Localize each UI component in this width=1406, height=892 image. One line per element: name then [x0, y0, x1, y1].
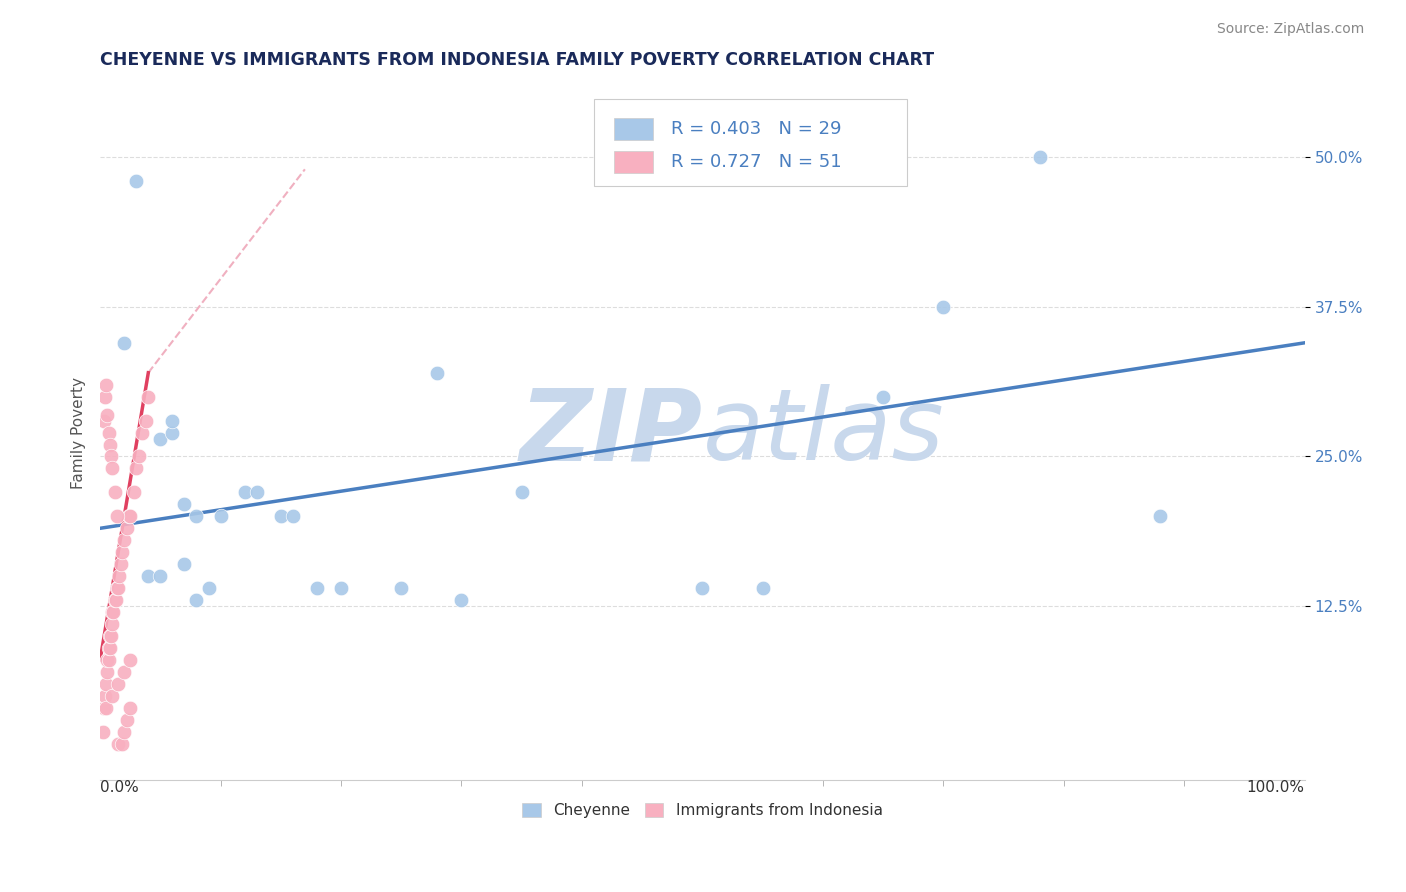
Point [173, 558, 195, 572]
Point [246, 485, 269, 500]
Point [100, 629, 122, 643]
Point [149, 432, 172, 446]
Point [450, 593, 472, 607]
Point [136, 390, 159, 404]
Point [94, 701, 117, 715]
Point [872, 390, 894, 404]
Point [94, 677, 117, 691]
Point [112, 724, 135, 739]
Point [1149, 509, 1171, 524]
Point [107, 581, 129, 595]
Text: 0.0%: 0.0% [100, 780, 139, 795]
Point [115, 713, 138, 727]
Point [115, 521, 138, 535]
Point [101, 461, 124, 475]
Point [281, 509, 304, 524]
Point [209, 509, 232, 524]
Legend: Cheyenne, Immigrants from Indonesia: Cheyenne, Immigrants from Indonesia [516, 797, 889, 824]
Point [305, 581, 328, 595]
Point [125, 174, 148, 188]
Point [103, 593, 125, 607]
Text: CHEYENNE VS IMMIGRANTS FROM INDONESIA FAMILY POVERTY CORRELATION CHART: CHEYENNE VS IMMIGRANTS FROM INDONESIA FA… [100, 51, 934, 69]
Point [330, 581, 353, 595]
Point [111, 737, 134, 751]
Point [101, 605, 124, 619]
Point [105, 581, 128, 595]
Point [932, 300, 955, 314]
Point [96, 653, 118, 667]
Point [389, 581, 412, 595]
Point [233, 485, 256, 500]
FancyBboxPatch shape [614, 151, 652, 173]
Point [91, 724, 114, 739]
Point [97, 425, 120, 440]
Text: atlas: atlas [703, 384, 943, 481]
FancyBboxPatch shape [614, 118, 652, 140]
Point [101, 617, 124, 632]
Point [173, 497, 195, 511]
Point [100, 450, 122, 464]
Point [186, 509, 208, 524]
Point [105, 509, 128, 524]
Point [107, 737, 129, 751]
Text: R = 0.403   N = 29: R = 0.403 N = 29 [671, 120, 842, 138]
Point [94, 377, 117, 392]
Point [426, 366, 449, 380]
Point [162, 414, 184, 428]
FancyBboxPatch shape [593, 99, 907, 186]
Text: Source: ZipAtlas.com: Source: ZipAtlas.com [1216, 22, 1364, 37]
Point [135, 414, 157, 428]
Point [103, 485, 125, 500]
Text: 100.0%: 100.0% [1247, 780, 1305, 795]
Point [122, 485, 145, 500]
Point [162, 425, 184, 440]
Point [112, 533, 135, 548]
Point [111, 545, 134, 559]
Point [186, 593, 208, 607]
Point [120, 701, 142, 715]
Point [197, 581, 219, 595]
Point [692, 581, 714, 595]
Point [110, 558, 132, 572]
Point [136, 569, 159, 583]
Point [131, 425, 153, 440]
Point [97, 640, 120, 655]
Point [104, 593, 127, 607]
Point [97, 653, 120, 667]
Point [101, 689, 124, 703]
Point [112, 665, 135, 679]
Point [107, 677, 129, 691]
Point [120, 509, 142, 524]
Point [103, 605, 125, 619]
Point [128, 450, 150, 464]
Point [118, 509, 141, 524]
Point [108, 569, 131, 583]
Point [94, 390, 117, 404]
Point [98, 640, 121, 655]
Point [98, 629, 121, 643]
Y-axis label: Family Poverty: Family Poverty [72, 376, 86, 489]
Point [112, 335, 135, 350]
Point [94, 689, 117, 703]
Point [93, 701, 115, 715]
Point [270, 509, 292, 524]
Point [96, 408, 118, 422]
Point [751, 581, 773, 595]
Point [98, 437, 121, 451]
Point [149, 569, 172, 583]
Point [125, 461, 148, 475]
Point [93, 414, 115, 428]
Point [96, 665, 118, 679]
Text: ZIP: ZIP [519, 384, 703, 481]
Point [510, 485, 533, 500]
Point [120, 653, 142, 667]
Point [1028, 150, 1050, 164]
Text: R = 0.727   N = 51: R = 0.727 N = 51 [671, 153, 842, 171]
